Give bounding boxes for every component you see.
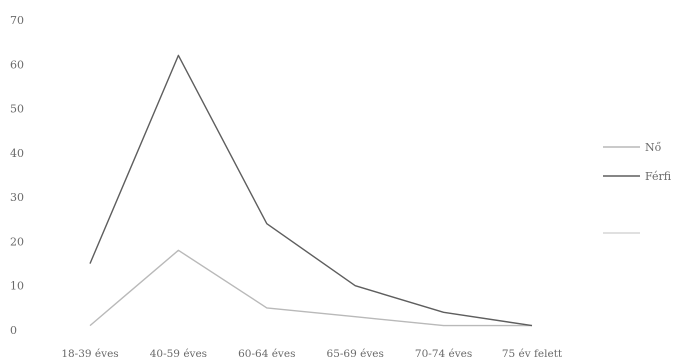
series-line-0 (89, 249, 532, 327)
x-tick-label: 70-74 éves (415, 348, 472, 360)
y-tick-label: 10 (10, 280, 24, 293)
y-tick-label: 70 (10, 14, 24, 27)
legend: Nő Férfi (603, 141, 672, 234)
legend-label-1: Férfi (645, 170, 672, 183)
x-tick-label: 75 év felett (502, 348, 563, 360)
y-tick-label: 30 (10, 191, 24, 204)
y-axis: 0 10 20 30 40 50 60 70 (10, 14, 24, 337)
x-tick-label: 65-69 éves (327, 348, 384, 360)
y-tick-label: 60 (10, 58, 24, 71)
x-tick-label: 18-39 éves (61, 348, 118, 360)
legend-label-0: Nő (645, 141, 662, 154)
y-tick-label: 50 (10, 103, 24, 116)
x-tick-label: 60-64 éves (238, 348, 295, 360)
series-layer (89, 54, 533, 327)
series-line-1 (89, 54, 533, 327)
x-axis: 18-39 éves 40-59 éves 60-64 éves 65-69 éves… (61, 348, 563, 360)
y-tick-label: 0 (10, 324, 17, 337)
y-tick-label: 40 (10, 147, 24, 160)
x-tick-label: 40-59 éves (150, 348, 207, 360)
y-tick-label: 20 (10, 235, 24, 248)
